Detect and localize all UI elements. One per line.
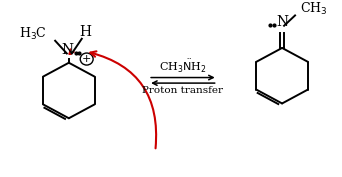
Text: N: N [62, 43, 74, 57]
Text: H: H [80, 25, 92, 39]
Text: CH$_3$: CH$_3$ [300, 1, 328, 17]
FancyArrowPatch shape [69, 49, 74, 54]
Text: CH$_3\ddot{\rm N}$H$_2$: CH$_3\ddot{\rm N}$H$_2$ [159, 58, 207, 75]
Text: Proton transfer: Proton transfer [142, 86, 223, 95]
Text: H$_3$C: H$_3$C [19, 26, 47, 42]
Text: +: + [82, 54, 91, 64]
Text: N: N [276, 15, 288, 29]
FancyArrowPatch shape [90, 51, 156, 148]
